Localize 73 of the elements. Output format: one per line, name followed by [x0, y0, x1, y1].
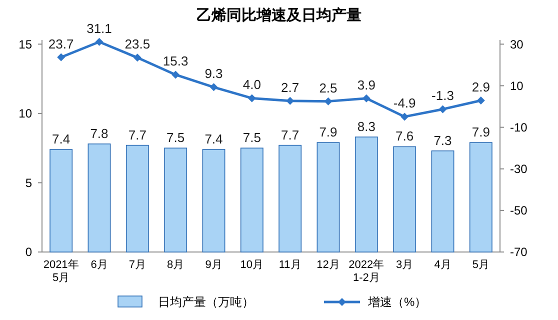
data-label: 8.3 — [357, 118, 376, 134]
legend-label: 增速（%） — [367, 295, 427, 310]
point — [133, 54, 142, 62]
bar — [126, 144, 149, 252]
bar — [354, 136, 378, 252]
point — [172, 70, 180, 79]
bar — [164, 148, 188, 252]
data-label: 2.7 — [281, 80, 300, 95]
x-tick-label: 12月 — [316, 259, 340, 271]
point — [400, 112, 409, 121]
x-tick-label: 9月 — [205, 259, 222, 271]
data-label: 3.9 — [357, 77, 376, 92]
data-label: 15.3 — [162, 54, 188, 69]
y-tick-label: 10 — [18, 106, 32, 121]
bar — [469, 142, 492, 252]
point — [476, 96, 485, 104]
bar — [202, 149, 226, 252]
y2-tick-label: -30 — [510, 162, 528, 176]
y2-tick-label: -10 — [510, 120, 528, 134]
point — [210, 83, 218, 92]
bar — [278, 144, 302, 252]
x-tick-label: 11月 — [278, 259, 302, 271]
data-label: 7.7 — [128, 127, 146, 142]
x-tick-label: 7月 — [128, 259, 146, 271]
legend-label: 日均产量（万吨） — [158, 295, 254, 310]
x-tick-label: 2022年 1-2月 — [348, 259, 384, 284]
data-label: 7.5 — [242, 130, 261, 146]
data-label: 2.9 — [472, 79, 490, 94]
point — [324, 97, 332, 106]
data-label: 4.0 — [242, 77, 261, 92]
point — [95, 38, 104, 46]
data-label: 7.8 — [90, 126, 108, 141]
y2-tick-label: -50 — [510, 204, 528, 218]
x-tick-label: 3月 — [396, 259, 414, 271]
bar — [88, 144, 111, 252]
x-tick-label: 4月 — [434, 259, 452, 271]
bar — [316, 142, 340, 252]
bar — [393, 146, 416, 252]
y2-tick-label: -70 — [510, 245, 528, 260]
point — [362, 94, 370, 102]
x-tick-label: 5月 — [472, 259, 490, 271]
x-tick-label: 10月 — [240, 259, 264, 271]
data-label: 7.5 — [166, 130, 185, 146]
data-label: 23.5 — [124, 36, 150, 52]
point — [248, 94, 256, 102]
data-label: 31.1 — [86, 20, 112, 36]
point — [57, 53, 66, 62]
y2-tick-label: 30 — [510, 37, 524, 52]
data-label: -4.9 — [393, 96, 416, 111]
bar — [240, 148, 264, 252]
data-label: 7.6 — [396, 128, 414, 144]
x-tick-label: 2021年 5月 — [43, 259, 79, 284]
point — [438, 105, 447, 114]
y-tick-label: 0 — [25, 245, 32, 260]
data-label: 2.5 — [319, 80, 338, 96]
bar — [50, 149, 73, 252]
data-label: 9.3 — [204, 66, 223, 82]
y-tick-label: 5 — [25, 176, 32, 190]
data-label: 7.9 — [472, 124, 490, 140]
chart-title: 乙烯同比增速及日均产量 — [196, 7, 362, 24]
data-label: 23.7 — [48, 36, 74, 52]
data-label: -1.3 — [432, 88, 454, 104]
y-tick-label: 15 — [18, 37, 32, 52]
bar — [431, 150, 454, 252]
data-label: 7.3 — [434, 132, 452, 148]
x-tick-label: 8月 — [167, 259, 184, 271]
data-label: 7.4 — [204, 131, 223, 146]
point — [286, 96, 294, 105]
data-label: 7.9 — [319, 124, 338, 140]
data-label: 7.7 — [281, 127, 300, 142]
y2-tick-label: 10 — [510, 78, 524, 93]
x-tick-label: 6月 — [90, 259, 108, 271]
data-label: 7.4 — [52, 131, 70, 146]
